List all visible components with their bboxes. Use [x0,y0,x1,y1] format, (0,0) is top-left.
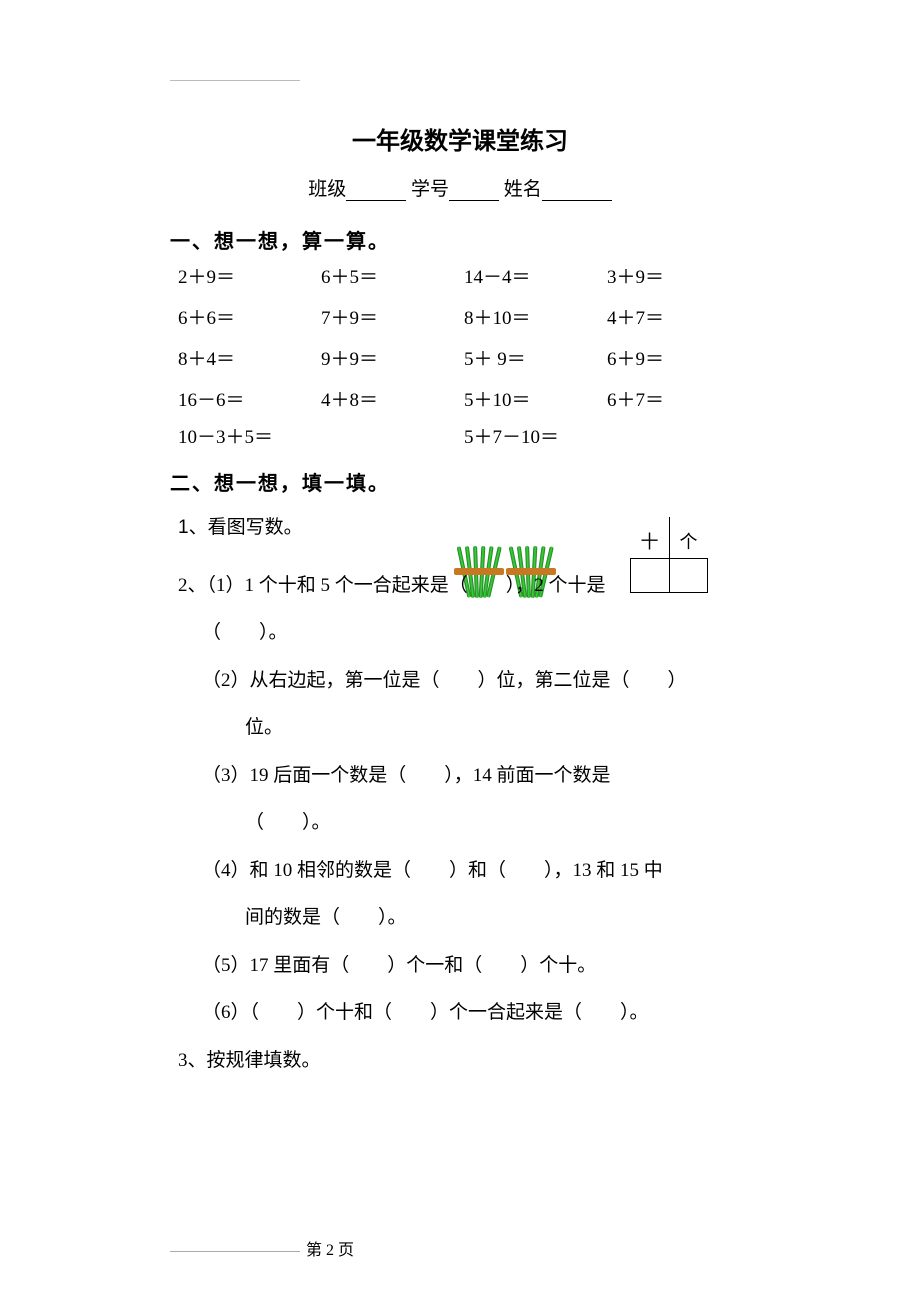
calc-cell: 9＋9＝ [321,344,464,371]
q1-text: 1、看图写数。 [178,517,303,538]
calc-cell: 8＋10＝ [464,303,607,330]
calc-cell: 6＋9＝ [607,344,750,371]
calc-cell: 14－4＝ [464,262,607,289]
page-number: 第 2 页 [306,1242,354,1259]
calc-cell: 5＋10＝ [464,385,607,412]
q2-2-cont: 位。 [245,704,750,752]
calc-cell: 4＋7＝ [607,303,750,330]
top-rule [170,80,300,81]
calc-cell: 2＋9＝ [178,262,321,289]
page-footer: 第 2 页 [170,1236,354,1260]
q2-1-cont: （ ）。 [202,609,750,657]
calc-cell: 8＋4＝ [178,344,321,371]
class-blank [346,183,406,201]
calc-row-bottom: 10－3＋5＝ 5＋7－10＝ [178,422,750,449]
class-label: 班级 [308,179,346,200]
footer-rule [170,1251,300,1252]
q2-4-line: （4）和 10 相邻的数是（ ）和（ ），13 和 15 中 [202,847,750,895]
calc-cell: 3＋9＝ [607,262,750,289]
calc-cell: 6＋7＝ [607,385,750,412]
id-label: 学号 [411,179,449,200]
q2-4-cont: 间的数是（ ）。 [245,894,750,942]
q2-3-line: （3）19 后面一个数是（ ），14 前面一个数是 [202,752,750,800]
calc-cell: 10－3＋5＝ [178,422,464,449]
q2-1-line: 2、（1）1 个十和 5 个一合起来是（ ），2 个十是 [178,562,750,610]
calc-cell: 6＋5＝ [321,262,464,289]
calc-cell: 7＋9＝ [321,303,464,330]
section2-heading: 二、想一想，填一填。 [170,467,750,496]
pv-tens-label: 十 [631,517,670,559]
section1-heading: 一、想一想，算一算。 [170,225,750,254]
calc-cell: 4＋8＝ [321,385,464,412]
calc-cell: 16－6＝ [178,385,321,412]
calc-cell: 6＋6＝ [178,303,321,330]
q3-label: 3、按规律填数。 [178,1037,750,1085]
calc-cell: 5＋7－10＝ [464,422,750,449]
id-blank [449,183,499,201]
q2-5-line: （5）17 里面有（ ）个一和（ ）个十。 [202,942,750,990]
document-title: 一年级数学课堂练习 [170,121,750,156]
calc-grid: 2＋9＝ 6＋5＝ 14－4＝ 3＋9＝ 6＋6＝ 7＋9＝ 8＋10＝ 4＋7… [178,262,750,412]
calc-cell: 5＋ 9＝ [464,344,607,371]
name-label: 姓名 [504,179,542,200]
q2-2-line: （2）从右边起，第一位是（ ）位，第二位是（ ） [202,657,750,705]
q2-6-line: （6）（ ）个十和（ ）个一合起来是（ ）。 [202,989,750,1037]
student-info-row: 班级 学号 姓名 [170,174,750,201]
q2-3-cont: （ ）。 [245,799,750,847]
pv-ones-label: 个 [669,517,708,559]
name-blank [542,183,612,201]
